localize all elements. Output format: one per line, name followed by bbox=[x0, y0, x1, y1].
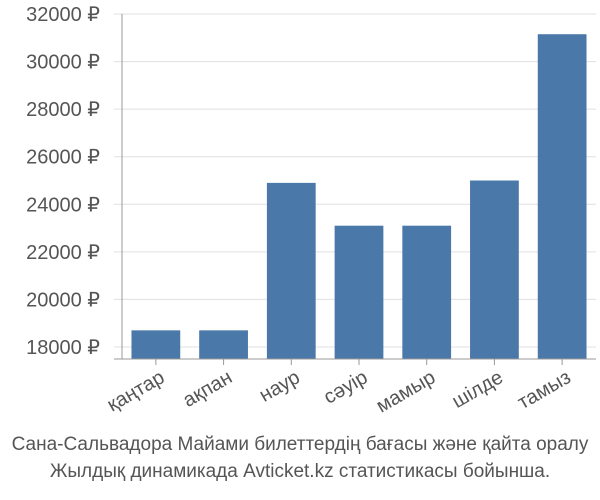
y-tick-label: 28000 ₽ bbox=[26, 99, 100, 121]
y-tick-label: 24000 ₽ bbox=[26, 194, 100, 216]
y-tick-label: 20000 ₽ bbox=[26, 289, 100, 311]
y-tick-label: 32000 ₽ bbox=[26, 4, 100, 26]
bar bbox=[470, 180, 519, 359]
bar bbox=[199, 330, 248, 359]
x-tick-label: наур bbox=[256, 366, 304, 406]
y-tick-label: 30000 ₽ bbox=[26, 52, 100, 74]
bars bbox=[131, 34, 587, 359]
y-tick-label: 22000 ₽ bbox=[26, 242, 100, 264]
chart-caption-line-1: Сана-Сальвадора Майами билеттердің бағас… bbox=[11, 434, 589, 455]
bar bbox=[334, 225, 384, 359]
x-tick-label: тамыз bbox=[514, 366, 575, 414]
bar bbox=[266, 182, 316, 359]
x-tick-label: қаңтар bbox=[104, 366, 169, 416]
x-tick-label: мамыр bbox=[373, 366, 440, 417]
bar bbox=[131, 330, 181, 359]
x-tick-label: сәуір bbox=[320, 366, 371, 408]
bar bbox=[537, 34, 587, 359]
x-axis: қаңтар ақпан наур сәуір мамыр шілде тамыз bbox=[104, 358, 596, 417]
y-tick-label: 18000 ₽ bbox=[26, 337, 100, 359]
x-tick-label: ақпан bbox=[179, 366, 236, 411]
bar-chart: 18000 ₽ 20000 ₽ 22000 ₽ 24000 ₽ 26000 ₽ 28000… bbox=[26, 4, 596, 417]
x-tick-label: шілде bbox=[448, 366, 507, 413]
y-axis: 18000 ₽ 20000 ₽ 22000 ₽ 24000 ₽ 26000 ₽ 28000… bbox=[26, 4, 123, 359]
bar bbox=[402, 225, 452, 359]
chart-caption-line-2: Жылдық динамикада Avticket.kz статистика… bbox=[49, 461, 551, 482]
y-tick-label: 26000 ₽ bbox=[26, 147, 100, 169]
